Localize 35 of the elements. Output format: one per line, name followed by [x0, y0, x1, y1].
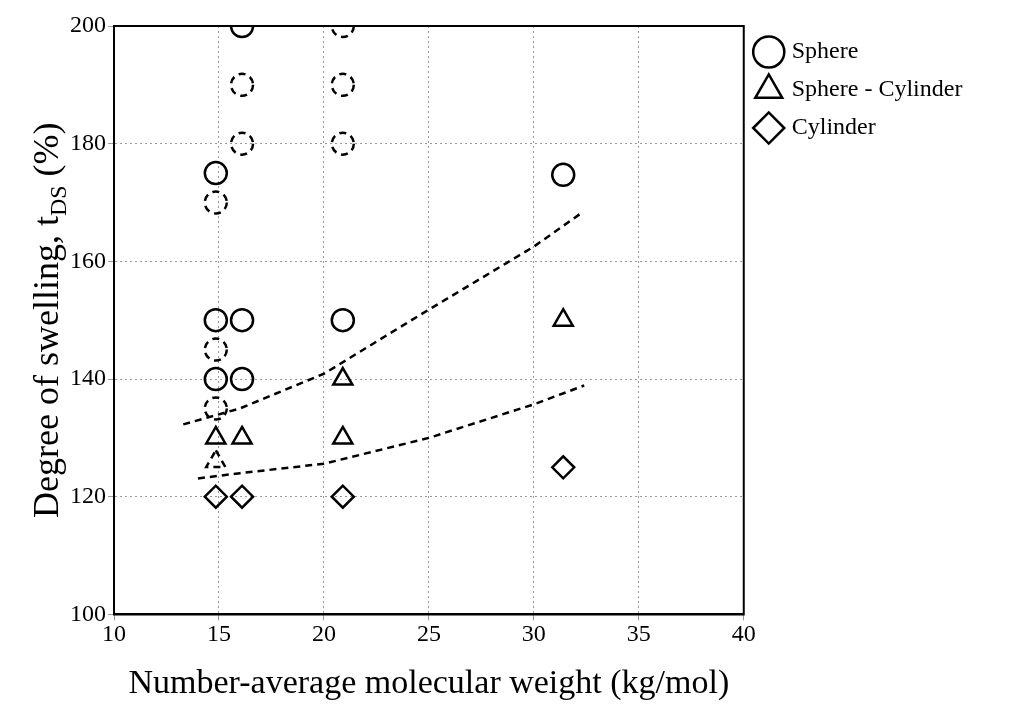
y-tick-label: 140	[70, 364, 106, 391]
point	[550, 455, 576, 480]
point	[330, 307, 356, 333]
point	[229, 484, 255, 509]
point	[550, 162, 576, 188]
y-tick-label: 180	[70, 128, 106, 155]
x-tick-label: 30	[521, 620, 546, 647]
y-tick-label: 200	[70, 11, 106, 38]
legend-label: Cylinder	[791, 113, 876, 140]
point	[203, 160, 229, 186]
y-axis-title: Degree of swelling, tDS (%)	[26, 122, 71, 518]
legend-label: Sphere - Cylinder	[791, 75, 963, 102]
y-tick-label: 120	[70, 482, 106, 509]
point	[203, 307, 229, 333]
y-tick-label: 160	[70, 246, 106, 273]
x-axis-title: Number-average molecular weight (kg/mol)	[128, 662, 730, 701]
point	[203, 366, 229, 392]
point	[229, 72, 255, 98]
point	[203, 484, 229, 509]
x-tick-label: 20	[311, 620, 336, 647]
point	[330, 484, 356, 509]
x-tick-label: 25	[416, 620, 441, 647]
point	[330, 131, 356, 156]
point	[229, 131, 255, 156]
x-tick-label: 35	[626, 620, 651, 647]
x-tick-label: 40	[731, 620, 756, 647]
point	[229, 307, 255, 333]
line-series	[196, 384, 586, 480]
point	[203, 190, 229, 215]
point	[229, 366, 255, 392]
x-tick-label: 15	[206, 620, 231, 647]
point	[203, 396, 229, 421]
legend-label: Sphere	[791, 37, 859, 64]
point	[203, 337, 229, 362]
point	[330, 72, 356, 98]
